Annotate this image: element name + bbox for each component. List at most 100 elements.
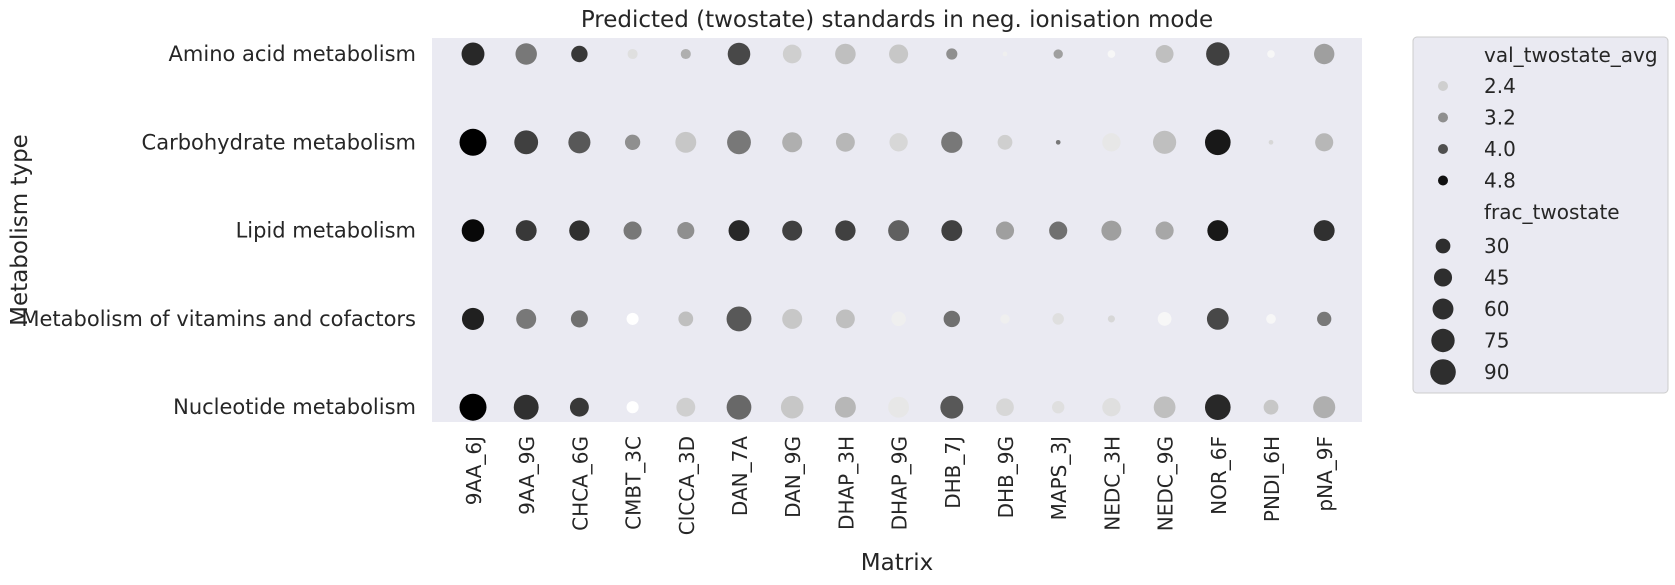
- data-point: [1263, 399, 1279, 415]
- data-point: [1102, 398, 1121, 417]
- data-point: [461, 219, 485, 242]
- x-tick-label: CMBT_3C: [622, 436, 646, 530]
- data-point: [516, 308, 537, 329]
- x-tick-label: DAN_7A: [728, 436, 752, 516]
- data-point: [835, 309, 855, 329]
- legend-hue-label: 4.8: [1484, 169, 1516, 193]
- data-point: [1000, 314, 1010, 324]
- data-point: [675, 131, 697, 153]
- x-tick-label: pNA_9F: [1313, 436, 1337, 512]
- x-tick-label: MAPS_3J: [1047, 436, 1071, 520]
- data-point: [782, 44, 802, 64]
- y-tick-label: Metabolism of vitamins and cofactors: [21, 307, 416, 331]
- data-point: [626, 401, 639, 414]
- legend-size-label: 45: [1484, 266, 1509, 290]
- y-tick-label: Nucleotide metabolism: [173, 395, 416, 419]
- data-point: [726, 394, 752, 420]
- data-point: [515, 220, 537, 242]
- legend-hue-marker: [1438, 175, 1448, 186]
- data-point: [1317, 311, 1332, 327]
- x-tick-label: PNDI_6H: [1260, 436, 1284, 522]
- data-point: [623, 221, 642, 240]
- x-tick-label: ClCCA_3D: [675, 436, 699, 535]
- x-tick-label: DHAP_3H: [834, 436, 858, 530]
- data-point: [571, 45, 588, 63]
- data-point: [1002, 51, 1008, 57]
- data-point: [727, 42, 751, 66]
- legend-size-marker: [1433, 268, 1453, 287]
- data-point: [1204, 129, 1231, 156]
- legend-hue-label: 3.2: [1484, 106, 1516, 130]
- data-point: [513, 394, 539, 420]
- y-tick-label: Lipid metabolism: [236, 219, 416, 243]
- legend-size-label: 90: [1484, 360, 1509, 384]
- data-point: [680, 48, 691, 60]
- data-point: [1153, 396, 1176, 419]
- legend-size-label: 75: [1484, 329, 1509, 353]
- data-point: [570, 310, 588, 328]
- data-point: [569, 220, 590, 241]
- data-point: [940, 395, 964, 419]
- data-point: [677, 222, 695, 240]
- data-point: [835, 132, 855, 152]
- x-axis-label: Matrix: [861, 550, 933, 576]
- legend-hue-marker: [1438, 144, 1448, 154]
- data-point: [834, 396, 856, 418]
- data-point: [889, 133, 908, 152]
- legend-size-marker: [1430, 359, 1456, 385]
- data-point: [1268, 139, 1274, 145]
- legend-size-marker: [1431, 328, 1455, 353]
- y-tick-label: Carbohydrate metabolism: [142, 130, 416, 154]
- data-point: [780, 395, 804, 419]
- legend-size-marker: [1432, 298, 1454, 320]
- data-point: [1266, 314, 1276, 324]
- data-point: [941, 131, 963, 153]
- data-point: [1267, 50, 1275, 58]
- data-point: [1315, 133, 1334, 152]
- data-point: [727, 130, 751, 155]
- data-point: [1055, 139, 1061, 145]
- data-point: [461, 307, 485, 330]
- data-point: [676, 397, 696, 417]
- x-tick-label: DHB_9G: [994, 436, 1018, 518]
- x-tick-label: NEDC_3H: [1100, 436, 1124, 531]
- data-point: [624, 134, 641, 150]
- data-point: [889, 44, 909, 64]
- legend-size-label: 60: [1484, 297, 1509, 321]
- data-point: [1204, 394, 1231, 421]
- data-point: [1101, 220, 1122, 241]
- data-point: [1107, 50, 1116, 58]
- y-axis-label: Metabolism type: [7, 134, 33, 326]
- data-point: [728, 220, 750, 242]
- data-point: [891, 311, 906, 327]
- data-point: [835, 43, 856, 65]
- data-point: [1207, 220, 1229, 242]
- x-tick-label: DHAP_9G: [888, 436, 912, 530]
- data-point: [1314, 43, 1335, 65]
- legend-hue-title: val_twostate_avg: [1484, 43, 1658, 67]
- legend-size-label: 30: [1484, 234, 1509, 258]
- chart-title: Predicted (twostate) standards in neg. i…: [581, 7, 1213, 33]
- data-point: [1049, 221, 1068, 240]
- data-point: [626, 312, 639, 325]
- x-tick-label: 9AA_6J: [462, 436, 486, 505]
- data-point: [946, 48, 958, 60]
- data-point: [1102, 133, 1121, 152]
- data-point: [678, 311, 694, 327]
- data-point: [782, 220, 803, 241]
- data-point: [514, 130, 539, 155]
- data-point: [1155, 45, 1174, 63]
- legend-hue-label: 2.4: [1484, 74, 1516, 98]
- data-point: [1157, 312, 1172, 326]
- data-point: [1052, 401, 1065, 414]
- data-point: [569, 397, 589, 417]
- data-point: [1052, 313, 1064, 325]
- data-point: [726, 306, 752, 332]
- data-point: [888, 220, 910, 242]
- x-tick-label: 9AA_9G: [515, 436, 539, 515]
- data-point: [1152, 130, 1177, 154]
- y-tick-label: Amino acid metabolism: [169, 42, 416, 66]
- data-point: [1313, 396, 1336, 419]
